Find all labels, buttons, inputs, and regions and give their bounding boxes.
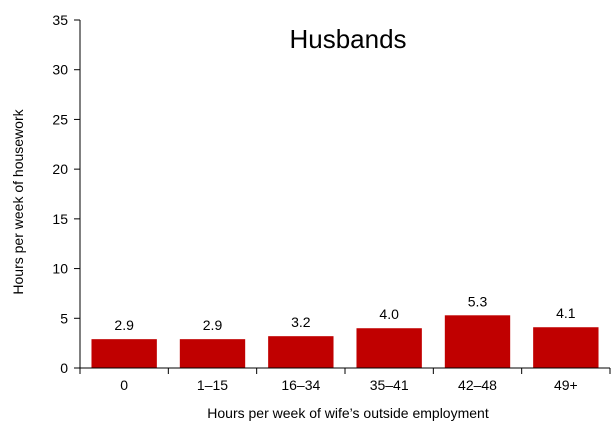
x-tick-label: 49+	[554, 377, 578, 393]
chart-title: Husbands	[289, 24, 406, 54]
y-tick-label: 15	[52, 211, 68, 227]
data-label: 3.2	[291, 314, 311, 330]
x-tick-label: 42–48	[458, 377, 497, 393]
bars	[91, 315, 599, 368]
y-tick-label: 0	[60, 360, 68, 376]
y-tick-label: 10	[52, 261, 68, 277]
y-tick-label: 25	[52, 111, 68, 127]
bar	[91, 339, 157, 368]
data-label: 2.9	[114, 317, 134, 333]
y-axis-title: Hours per week of housework	[10, 108, 26, 294]
y-tick-label: 5	[60, 310, 68, 326]
data-label: 2.9	[203, 317, 223, 333]
data-label: 4.0	[379, 306, 399, 322]
x-tick-label: 1–15	[197, 377, 228, 393]
data-labels: 2.9 2.9 3.2 4.0 5.3 4.1	[114, 293, 575, 333]
y-tick-label: 35	[52, 12, 68, 28]
y-tick-label: 20	[52, 161, 68, 177]
x-axis-title: Hours per week of wife’s outside employm…	[207, 405, 489, 421]
bar	[533, 327, 599, 368]
x-tick-label: 0	[120, 377, 128, 393]
y-axis-ticks: 0 5 10 15 20 25 30 35	[52, 12, 80, 376]
x-tick-label: 16–34	[281, 377, 320, 393]
bar	[444, 315, 511, 368]
bar	[356, 328, 422, 368]
data-label: 4.1	[556, 305, 576, 321]
bar	[179, 339, 246, 368]
bar	[268, 336, 334, 368]
x-axis-ticks: 0 1–15 16–34 35–41 42–48 49+	[79, 368, 611, 393]
x-tick-label: 35–41	[370, 377, 409, 393]
data-label: 5.3	[468, 293, 488, 309]
y-tick-label: 30	[52, 62, 68, 78]
